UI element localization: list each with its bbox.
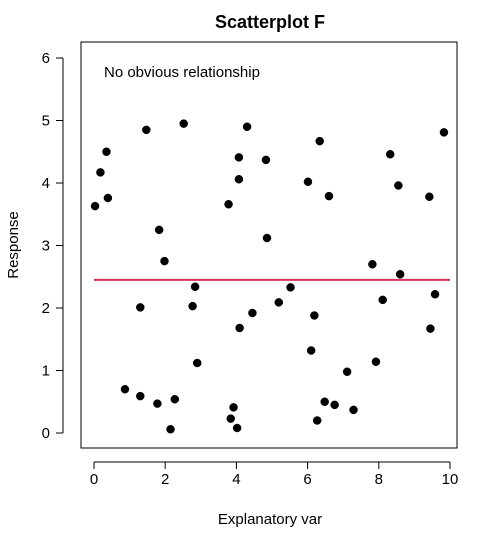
data-point: [224, 200, 233, 209]
data-point: [274, 298, 284, 307]
data-point: [371, 357, 381, 366]
data-point: [395, 270, 405, 279]
data-point: [261, 155, 271, 165]
data-point: [136, 303, 145, 312]
data-point: [234, 153, 244, 162]
plot-frame: [80, 41, 458, 449]
data-point: [378, 295, 387, 305]
data-point: [160, 256, 169, 266]
x-tick-label: 10: [442, 471, 459, 488]
data-point: [426, 324, 435, 333]
data-point: [226, 414, 235, 423]
data-point: [153, 399, 162, 408]
data-point: [312, 416, 322, 425]
data-point: [262, 233, 272, 243]
data-point: [90, 201, 100, 211]
data-point: [103, 193, 113, 203]
data-point: [192, 358, 202, 368]
y-tick-label: 5: [42, 113, 50, 130]
data-point: [234, 175, 244, 184]
data-point: [310, 311, 319, 320]
data-point: [425, 192, 434, 201]
data-point: [142, 125, 151, 135]
data-point: [349, 405, 358, 415]
data-point: [170, 395, 180, 404]
y-tick-label: 4: [42, 175, 50, 192]
data-point: [242, 122, 252, 131]
x-tick-label: 6: [303, 471, 311, 488]
data-point: [248, 308, 257, 318]
y-axis: 0 1 2 3 4 5 6: [42, 50, 64, 442]
data-point: [385, 150, 395, 159]
data-point: [324, 191, 334, 201]
data-point: [394, 181, 403, 190]
data-point: [190, 282, 200, 291]
x-tick-label: 2: [161, 471, 169, 488]
data-point: [439, 128, 449, 137]
data-point: [306, 346, 316, 355]
x-axis: 0 2 4 6 8 10: [90, 461, 459, 488]
data-point: [286, 283, 295, 292]
y-tick-label: 6: [42, 50, 50, 67]
x-tick-label: 8: [375, 471, 383, 488]
data-point: [315, 136, 324, 146]
data-point: [342, 367, 352, 376]
data-point: [235, 323, 244, 333]
data-point: [166, 425, 175, 434]
chart-annotation: No obvious relationship: [104, 64, 260, 81]
data-point: [188, 301, 197, 311]
y-axis-label: Response: [5, 211, 22, 279]
data-point: [229, 403, 238, 412]
y-tick-label: 3: [42, 238, 50, 255]
data-point: [368, 260, 377, 269]
data-point: [232, 423, 242, 433]
data-point: [102, 147, 111, 156]
x-tick-label: 0: [90, 471, 98, 488]
x-tick-label: 4: [232, 471, 240, 488]
data-point: [303, 177, 313, 186]
data-point: [330, 400, 339, 410]
chart-title: Scatterplot F: [215, 12, 325, 32]
data-point: [179, 119, 188, 128]
data-points: [90, 119, 449, 434]
y-tick-label: 0: [42, 425, 50, 442]
data-point: [136, 391, 145, 401]
data-point: [154, 225, 164, 235]
data-point: [96, 168, 105, 177]
data-point: [120, 385, 130, 394]
data-point: [320, 397, 329, 406]
y-tick-label: 2: [42, 300, 50, 317]
data-point: [430, 290, 440, 299]
x-axis-label: Explanatory var: [218, 511, 322, 528]
y-tick-label: 1: [42, 363, 50, 380]
